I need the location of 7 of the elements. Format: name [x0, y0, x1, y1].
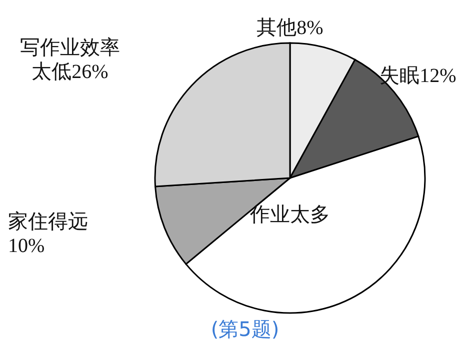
slice-label: 失眠12% — [380, 65, 456, 87]
slice-label: 写作业效率太低26% — [20, 37, 120, 83]
slice-label: 家住得远 — [8, 211, 88, 233]
data-label: 10% — [8, 235, 45, 257]
slice-label: 作业太多 — [249, 204, 330, 226]
text: (第5题) — [210, 317, 280, 341]
slice-label: 其他8% — [256, 17, 324, 39]
